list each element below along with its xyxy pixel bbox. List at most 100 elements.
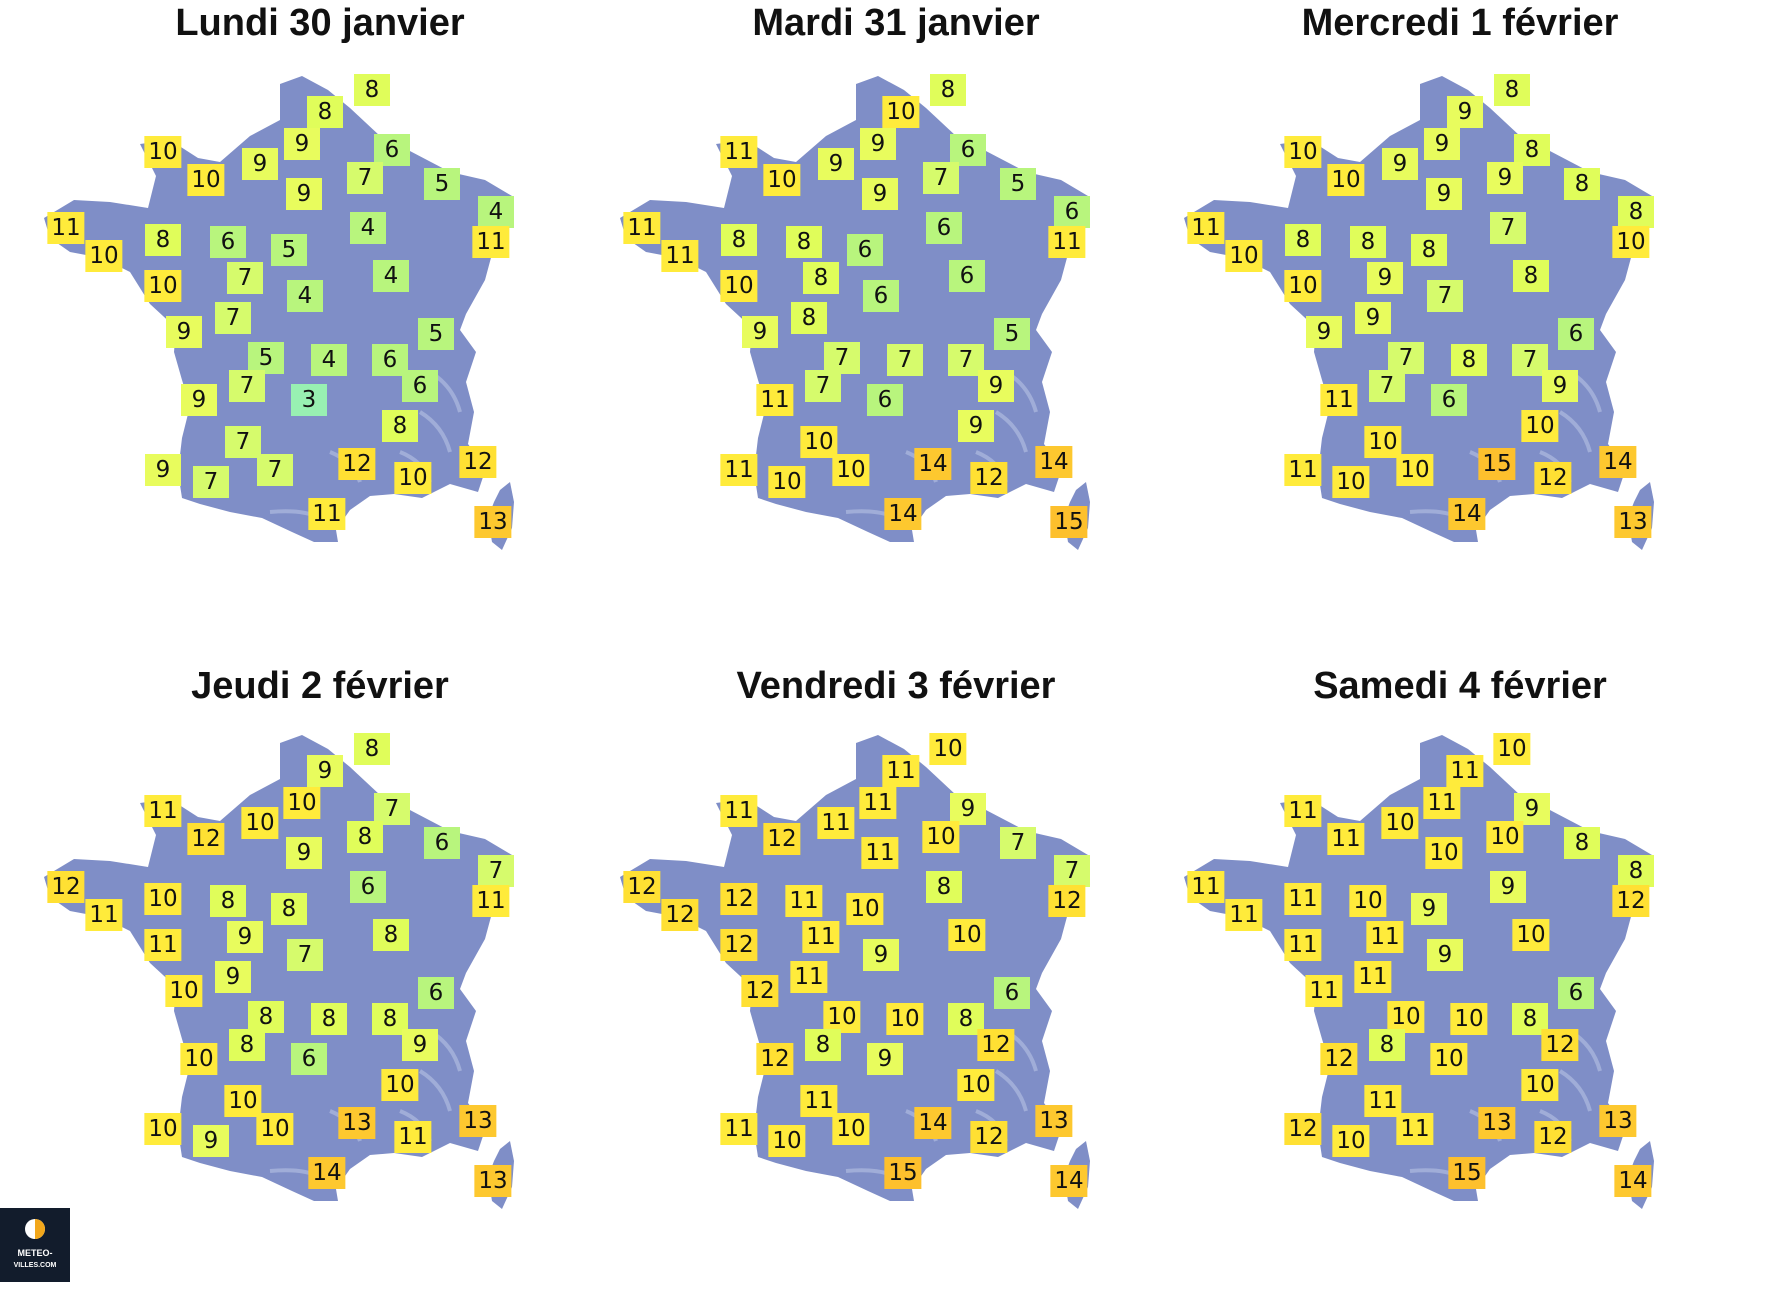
temperature-label: 12 bbox=[977, 1029, 1015, 1061]
temperature-label: 12 bbox=[338, 448, 376, 480]
temperature-label: 6 bbox=[926, 212, 962, 244]
temperature-label: 10 bbox=[381, 1069, 419, 1101]
temperature-label: 12 bbox=[1320, 1043, 1358, 1075]
temperature-label: 13 bbox=[474, 1165, 512, 1197]
temperature-label: 10 bbox=[886, 1003, 924, 1035]
france-outline bbox=[1184, 76, 1654, 550]
temperature-label: 11 bbox=[720, 1113, 758, 1145]
temperature-label: 11 bbox=[882, 755, 920, 787]
forecast-panel: Mardi 31 janvier 10 8 11 9 9 6 10 7 5 9 6 11 11 8 8 6 6 11… bbox=[606, 0, 1186, 640]
temperature-label: 11 bbox=[800, 1085, 838, 1117]
temperature-label: 8 bbox=[791, 302, 827, 334]
temperature-label: 10 bbox=[1284, 270, 1322, 302]
relief-shade bbox=[1558, 1069, 1592, 1112]
panel-title: Lundi 30 janvier bbox=[175, 2, 465, 44]
temperature-label: 8 bbox=[1564, 827, 1600, 859]
temperature-label: 11 bbox=[1366, 921, 1404, 953]
temperature-label: 12 bbox=[1534, 1121, 1572, 1153]
temperature-label: 10 bbox=[187, 164, 225, 196]
temperature-label: 6 bbox=[210, 226, 246, 258]
temperature-label: 12 bbox=[1284, 1113, 1322, 1145]
temperature-label: 6 bbox=[1558, 318, 1594, 350]
temperature-label: 9 bbox=[227, 921, 263, 953]
forecast-panel: Samedi 4 février 11 10 11 11 10 9 11 10 8 10 8 11 11 1… bbox=[1170, 663, 1750, 1303]
temperature-label: 11 bbox=[720, 136, 758, 168]
sun-moon-icon bbox=[25, 1219, 45, 1239]
temperature-label: 11 bbox=[785, 885, 823, 917]
temperature-label: 11 bbox=[802, 921, 840, 953]
temperature-label: 5 bbox=[424, 168, 460, 200]
temperature-label: 5 bbox=[271, 234, 307, 266]
temperature-label: 15 bbox=[1478, 448, 1516, 480]
temperature-label: 6 bbox=[994, 977, 1030, 1009]
temperature-label: 9 bbox=[1542, 370, 1578, 402]
temperature-label: 13 bbox=[1614, 506, 1652, 538]
temperature-label: 7 bbox=[1490, 212, 1526, 244]
temperature-label: 10 bbox=[800, 426, 838, 458]
temperature-label: 8 bbox=[786, 226, 822, 258]
temperature-label: 11 bbox=[790, 961, 828, 993]
temperature-label: 12 bbox=[970, 462, 1008, 494]
relief-shade bbox=[418, 410, 452, 453]
forecast-panel: Vendredi 3 février 11 10 11 11 11 9 12 10 7 11 7 12 1… bbox=[606, 663, 1186, 1303]
temperature-label: 13 bbox=[1035, 1105, 1073, 1137]
temperature-label: 10 bbox=[948, 919, 986, 951]
temperature-label: 4 bbox=[478, 196, 514, 228]
relief-shade bbox=[994, 410, 1028, 453]
temperature-label: 9 bbox=[742, 316, 778, 348]
temperature-label: 11 bbox=[308, 498, 346, 530]
temperature-label: 12 bbox=[741, 975, 779, 1007]
temperature-label: 11 bbox=[1396, 1113, 1434, 1145]
temperature-label: 6 bbox=[350, 871, 386, 903]
temperature-label: 10 bbox=[1521, 1069, 1559, 1101]
temperature-label: 10 bbox=[763, 164, 801, 196]
logo-line2: VILLES.COM bbox=[13, 1262, 57, 1269]
france-map: 10 8 11 9 9 6 10 7 5 9 6 11 11 8 8 6 6 11 10 8 6 6 8 5 9 7 7 7 7 9 11 6… bbox=[606, 72, 1186, 632]
temperature-label: 10 bbox=[1381, 807, 1419, 839]
temperature-label: 10 bbox=[283, 787, 321, 819]
temperature-label: 14 bbox=[914, 448, 952, 480]
temperature-label: 9 bbox=[1382, 148, 1418, 180]
temperature-label: 14 bbox=[308, 1157, 346, 1189]
temperature-label: 7 bbox=[805, 370, 841, 402]
temperature-label: 14 bbox=[1448, 498, 1486, 530]
temperature-label: 5 bbox=[1000, 168, 1036, 200]
temperature-label: 10 bbox=[1493, 733, 1531, 765]
france-map: 9 8 10 9 9 8 10 9 8 9 8 11 10 8 8 8 7 10 10 9 7 8 9 6 9 7 8 7 7 9 11 6 1… bbox=[1170, 72, 1750, 632]
temperature-label: 10 bbox=[882, 96, 920, 128]
temperature-label: 8 bbox=[311, 1003, 347, 1035]
temperature-label: 9 bbox=[1411, 893, 1447, 925]
temperature-label: 7 bbox=[1427, 280, 1463, 312]
temperature-label: 10 bbox=[1430, 1043, 1468, 1075]
temperature-label: 9 bbox=[867, 1043, 903, 1075]
temperature-label: 8 bbox=[1513, 260, 1549, 292]
temperature-label: 9 bbox=[950, 793, 986, 825]
temperature-label: 9 bbox=[1487, 162, 1523, 194]
temperature-label: 6 bbox=[1431, 384, 1467, 416]
brand-logo: METEO- VILLES.COM bbox=[0, 1208, 70, 1282]
temperature-label: 8 bbox=[354, 733, 390, 765]
temperature-label: 10 bbox=[922, 821, 960, 853]
temperature-label: 8 bbox=[229, 1029, 265, 1061]
temperature-label: 13 bbox=[459, 1105, 497, 1137]
temperature-label: 6 bbox=[950, 134, 986, 166]
temperature-label: 8 bbox=[805, 1029, 841, 1061]
temperature-label: 7 bbox=[374, 793, 410, 825]
temperature-label: 9 bbox=[242, 148, 278, 180]
temperature-label: 11 bbox=[47, 212, 85, 244]
temperature-label: 6 bbox=[867, 384, 903, 416]
temperature-label: 11 bbox=[1284, 795, 1322, 827]
temperature-label: 9 bbox=[958, 410, 994, 442]
temperature-label: 4 bbox=[311, 344, 347, 376]
temperature-label: 11 bbox=[472, 885, 510, 917]
temperature-label: 10 bbox=[1486, 821, 1524, 853]
temperature-label: 7 bbox=[229, 370, 265, 402]
temperature-label: 12 bbox=[720, 883, 758, 915]
temperature-label: 7 bbox=[1054, 855, 1090, 887]
temperature-label: 10 bbox=[1225, 240, 1263, 272]
temperature-label: 6 bbox=[949, 260, 985, 292]
temperature-label: 8 bbox=[1285, 224, 1321, 256]
temperature-label: 15 bbox=[884, 1157, 922, 1189]
temperature-label: 11 bbox=[1048, 226, 1086, 258]
temperature-label: 9 bbox=[215, 961, 251, 993]
